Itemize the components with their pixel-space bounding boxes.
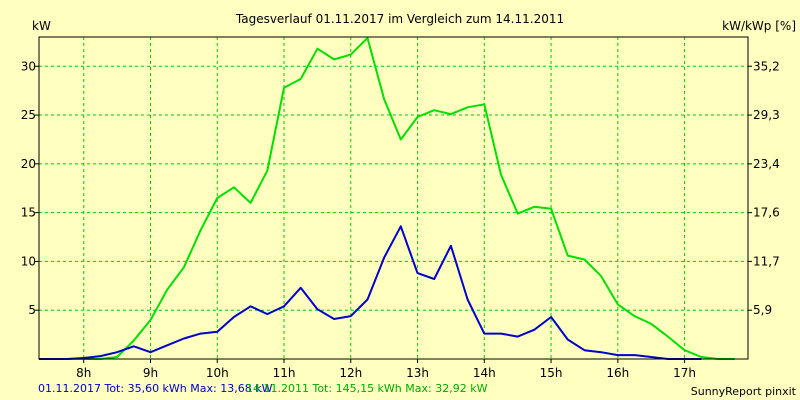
x-tick-label: 8h bbox=[76, 366, 91, 380]
series-line-1 bbox=[39, 225, 702, 360]
y-tick-label-left: 25 bbox=[21, 108, 36, 122]
x-tick-label: 9h bbox=[143, 366, 158, 380]
x-tick-label: 14h bbox=[473, 366, 496, 380]
y-tick-label-right: 11,7 bbox=[753, 254, 780, 268]
plot-area bbox=[39, 37, 748, 359]
chart-title: Tagesverlauf 01.11.2017 im Vergleich zum… bbox=[235, 12, 564, 26]
y-axis-left-label: kW bbox=[32, 19, 51, 33]
x-tick-label: 13h bbox=[406, 366, 429, 380]
plot-border bbox=[38, 36, 749, 360]
y-tick-label-left: 10 bbox=[21, 254, 36, 268]
y-tick-label-left: 15 bbox=[21, 206, 36, 220]
y-tick-label-right: 35,2 bbox=[753, 59, 780, 73]
y-tick-label-right: 29,3 bbox=[753, 108, 780, 122]
x-tick-label: 17h bbox=[673, 366, 696, 380]
x-tick-label: 15h bbox=[540, 366, 563, 380]
axis-ticks: 8h 9h 10h 11h 12h 13h 14h 15h 16h 17h 5 10 15 20 25 30 5… bbox=[21, 59, 780, 380]
y-tick-label-left: 5 bbox=[28, 303, 36, 317]
footer-series1-summary: 01.11.2017 Tot: 35,60 kWh Max: 13,68 kW bbox=[38, 382, 273, 395]
x-tick-label: 10h bbox=[206, 366, 229, 380]
y-tick-label-left: 20 bbox=[21, 157, 36, 171]
y-tick-label-left: 30 bbox=[21, 59, 36, 73]
y-axis-right-label: kW/kWp [%] bbox=[722, 19, 796, 33]
footer-series2-summary: 14.11.2011 Tot: 145,15 kWh Max: 32,92 kW bbox=[246, 382, 488, 395]
x-tick-label: 16h bbox=[606, 366, 629, 380]
x-tick-label: 12h bbox=[339, 366, 362, 380]
series-line-2 bbox=[39, 37, 735, 360]
series-layer bbox=[39, 37, 735, 360]
y-tick-label-right: 17,6 bbox=[753, 206, 780, 220]
x-tick-label: 11h bbox=[273, 366, 296, 380]
y-tick-label-right: 5,9 bbox=[753, 303, 772, 317]
y-tick-label-right: 23,4 bbox=[753, 157, 780, 171]
grid-lines bbox=[39, 37, 748, 359]
footer-brand: SunnyReport pinxit bbox=[691, 385, 797, 398]
